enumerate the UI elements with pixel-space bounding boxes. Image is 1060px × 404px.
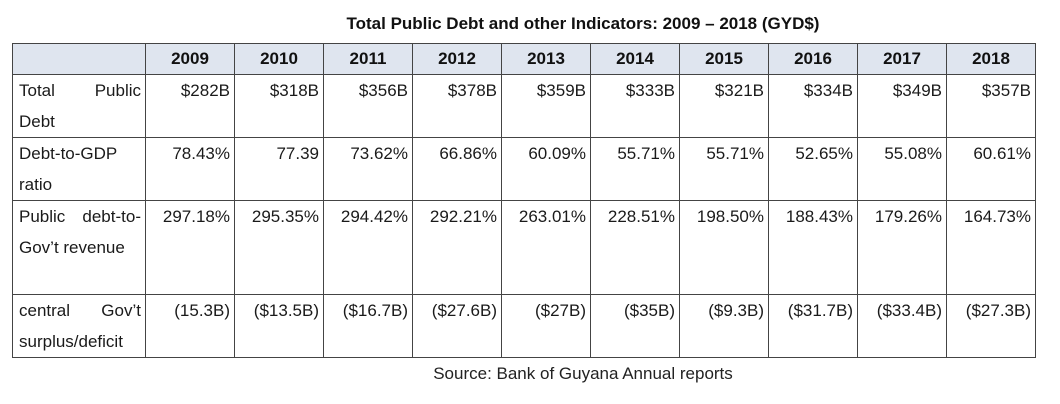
table-cell: 55.71% [679, 137, 769, 201]
table-cell: 55.08% [857, 137, 947, 201]
year-header: 2011 [323, 43, 413, 75]
table-cell: $359B [501, 74, 591, 138]
table-cell: 297.18% [145, 200, 235, 295]
table-cell: 60.09% [501, 137, 591, 201]
row-label: Public debt-to- Gov’t revenue [12, 200, 146, 295]
table-cell: 52.65% [768, 137, 858, 201]
row-label: Total Public Debt [12, 74, 146, 138]
year-header: 2013 [501, 43, 591, 75]
table-cell: 77.39 [234, 137, 324, 201]
table-cell: ($27.6B) [412, 294, 502, 358]
table-cell: 198.50% [679, 200, 769, 295]
table-cell: 73.62% [323, 137, 413, 201]
table-row: Public debt-to- Gov’t revenue 297.18% 29… [12, 200, 1036, 295]
table-cell: $333B [590, 74, 680, 138]
table-row: Debt-to-GDP ratio 78.43% 77.39 73.62% 66… [12, 137, 1036, 201]
source-note: Source: Bank of Guyana Annual reports [433, 364, 733, 383]
table-cell: (15.3B) [145, 294, 235, 358]
table-cell: 263.01% [501, 200, 591, 295]
year-header: 2018 [946, 43, 1036, 75]
table-cell: ($16.7B) [323, 294, 413, 358]
year-header: 2015 [679, 43, 769, 75]
year-header: 2009 [145, 43, 235, 75]
table-cell: $349B [857, 74, 947, 138]
table-cell: $356B [323, 74, 413, 138]
table-cell: $282B [145, 74, 235, 138]
table-cell: 188.43% [768, 200, 858, 295]
header-corner-cell [12, 43, 146, 75]
year-header: 2014 [590, 43, 680, 75]
year-header: 2017 [857, 43, 947, 75]
table-cell: 295.35% [234, 200, 324, 295]
table-cell: ($31.7B) [768, 294, 858, 358]
table-cell: ($35B) [590, 294, 680, 358]
header-row: 2009 2010 2011 2012 2013 2014 2015 2016 … [12, 43, 1036, 75]
table-cell: $318B [234, 74, 324, 138]
table-cell: $334B [768, 74, 858, 138]
row-label: Debt-to-GDP ratio [12, 137, 146, 201]
table-cell: 55.71% [590, 137, 680, 201]
year-header: 2012 [412, 43, 502, 75]
table-cell: ($13.5B) [234, 294, 324, 358]
table-cell: 164.73% [946, 200, 1036, 295]
row-label: central Gov’t surplus/deficit [12, 294, 146, 358]
table-cell: ($27B) [501, 294, 591, 358]
table-cell: ($27.3B) [946, 294, 1036, 358]
table-cell: 66.86% [412, 137, 502, 201]
debt-indicators-table: 2009 2010 2011 2012 2013 2014 2015 2016 … [12, 43, 1036, 358]
table-cell: 292.21% [412, 200, 502, 295]
table-cell: $378B [412, 74, 502, 138]
table-cell: 294.42% [323, 200, 413, 295]
table-cell: 179.26% [857, 200, 947, 295]
year-header: 2010 [234, 43, 324, 75]
table-row: Total Public Debt $282B $318B $356B $378… [12, 74, 1036, 138]
year-header: 2016 [768, 43, 858, 75]
table-cell: ($9.3B) [679, 294, 769, 358]
table-row: central Gov’t surplus/deficit (15.3B) ($… [12, 294, 1036, 358]
table-cell: $321B [679, 74, 769, 138]
table-cell: 228.51% [590, 200, 680, 295]
table-cell: 78.43% [145, 137, 235, 201]
table-cell: $357B [946, 74, 1036, 138]
table-title: Total Public Debt and other Indicators: … [346, 14, 820, 33]
table-cell: 60.61% [946, 137, 1036, 201]
table-cell: ($33.4B) [857, 294, 947, 358]
